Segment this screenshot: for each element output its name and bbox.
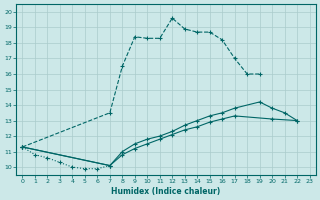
X-axis label: Humidex (Indice chaleur): Humidex (Indice chaleur) (111, 187, 221, 196)
